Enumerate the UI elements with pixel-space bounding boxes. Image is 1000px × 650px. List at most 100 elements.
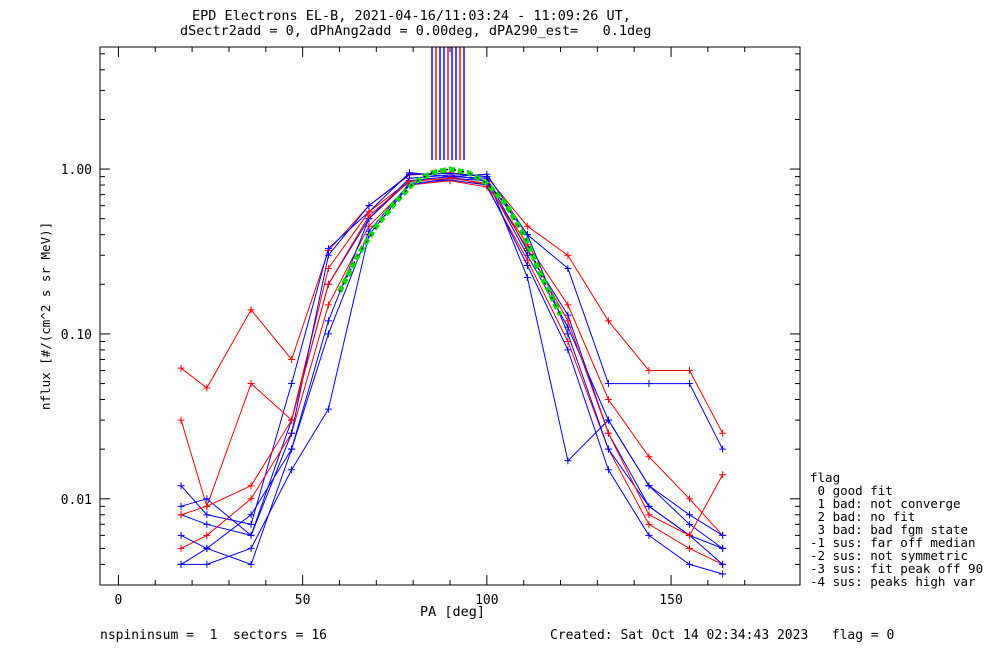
data-point	[365, 212, 373, 220]
fit-curve	[337, 166, 563, 317]
data-point	[564, 457, 572, 465]
legend-item: 0 good fit	[810, 483, 893, 498]
data-point	[719, 445, 727, 453]
data-point	[645, 511, 653, 519]
footer-right: Created: Sat Oct 14 02:34:43 2023 flag =…	[550, 628, 895, 643]
data-point	[324, 330, 332, 338]
data-point	[645, 380, 653, 388]
data-point	[324, 244, 332, 252]
legend-item: 1 bad: not converge	[810, 496, 961, 511]
data-point	[247, 531, 255, 539]
data-point	[685, 380, 693, 388]
data-point	[247, 511, 255, 519]
legend-item: 2 bad: no fit	[810, 509, 916, 524]
series-line	[180, 176, 723, 536]
data-point	[604, 429, 612, 437]
data-point	[203, 560, 211, 568]
data-point	[645, 482, 653, 490]
data-point	[446, 174, 454, 182]
data-point	[645, 520, 653, 528]
data-point	[604, 317, 612, 325]
legend-item: -1 sus: far off median	[810, 535, 976, 550]
series-line	[180, 177, 724, 537]
data-point	[288, 445, 296, 453]
data-point	[324, 251, 332, 259]
data-point	[604, 380, 612, 388]
data-point	[685, 511, 693, 519]
data-point	[203, 520, 211, 528]
data-point	[719, 471, 727, 479]
data-point	[719, 544, 727, 552]
y-tick-label: 0.10	[61, 328, 92, 343]
data-point	[288, 355, 296, 363]
data-point	[324, 317, 332, 325]
data-point	[523, 262, 531, 270]
data-point	[685, 367, 693, 375]
data-point	[604, 466, 612, 474]
data-point	[203, 531, 211, 539]
data-point	[177, 511, 185, 519]
data-point	[564, 317, 572, 325]
footer-left: nspininsum = 1 sectors = 16	[100, 628, 327, 643]
x-tick-label: 150	[659, 593, 682, 608]
data-point	[645, 453, 653, 461]
chart-title: EPD Electrons EL-B, 2021-04-16/11:03:24 …	[192, 8, 631, 24]
data-point	[604, 396, 612, 404]
data-point	[685, 520, 693, 528]
data-point	[564, 330, 572, 338]
series-line	[180, 172, 724, 525]
data-point	[288, 416, 296, 424]
data-point	[177, 560, 185, 568]
legend-item: -4 sus: peaks high var	[810, 574, 976, 589]
data-point	[288, 466, 296, 474]
data-point	[645, 531, 653, 539]
x-tick-label: 100	[475, 593, 498, 608]
data-point	[523, 273, 531, 281]
data-point	[324, 405, 332, 413]
data-point	[247, 544, 255, 552]
data-point	[177, 416, 185, 424]
data-point	[365, 202, 373, 210]
data-point	[405, 170, 413, 178]
data-point	[203, 384, 211, 392]
data-point	[685, 544, 693, 552]
legend-item: -3 sus: fit peak off 90	[810, 561, 984, 576]
data-point	[177, 482, 185, 490]
data-point	[288, 429, 296, 437]
data-point	[324, 301, 332, 309]
data-point	[247, 520, 255, 528]
legend-item: -2 sus: not symmetric	[810, 548, 969, 563]
data-point	[203, 495, 211, 503]
legend-item: 3 bad: bad fgm state	[810, 522, 969, 537]
data-point	[719, 570, 727, 578]
data-point	[177, 502, 185, 510]
data-point	[564, 346, 572, 354]
y-tick-label: 0.01	[61, 493, 92, 508]
data-point	[685, 495, 693, 503]
series-line	[180, 179, 723, 575]
x-axis-label: PA [deg]	[420, 604, 486, 620]
data-point	[645, 367, 653, 375]
data-point	[203, 511, 211, 519]
data-point	[645, 502, 653, 510]
y-tick-label: 1.00	[61, 163, 92, 178]
data-point	[564, 301, 572, 309]
data-point	[247, 380, 255, 388]
data-point	[203, 544, 211, 552]
data-point	[564, 264, 572, 272]
x-tick-label: 0	[115, 593, 123, 608]
y-axis-label: nflux [#/(cm^2 s sr MeV)]	[38, 221, 53, 410]
data-point	[604, 445, 612, 453]
data-point	[177, 544, 185, 552]
chart-subtitle: dSectr2add = 0, dPhAng2add = 0.00deg, dP…	[180, 23, 652, 39]
data-point	[719, 560, 727, 568]
data-point	[177, 531, 185, 539]
data-point	[719, 531, 727, 539]
data-point	[247, 306, 255, 314]
data-point	[177, 364, 185, 372]
data-point	[203, 502, 211, 510]
legend-heading: flag	[810, 470, 841, 485]
data-point	[685, 560, 693, 568]
data-point	[324, 280, 332, 288]
